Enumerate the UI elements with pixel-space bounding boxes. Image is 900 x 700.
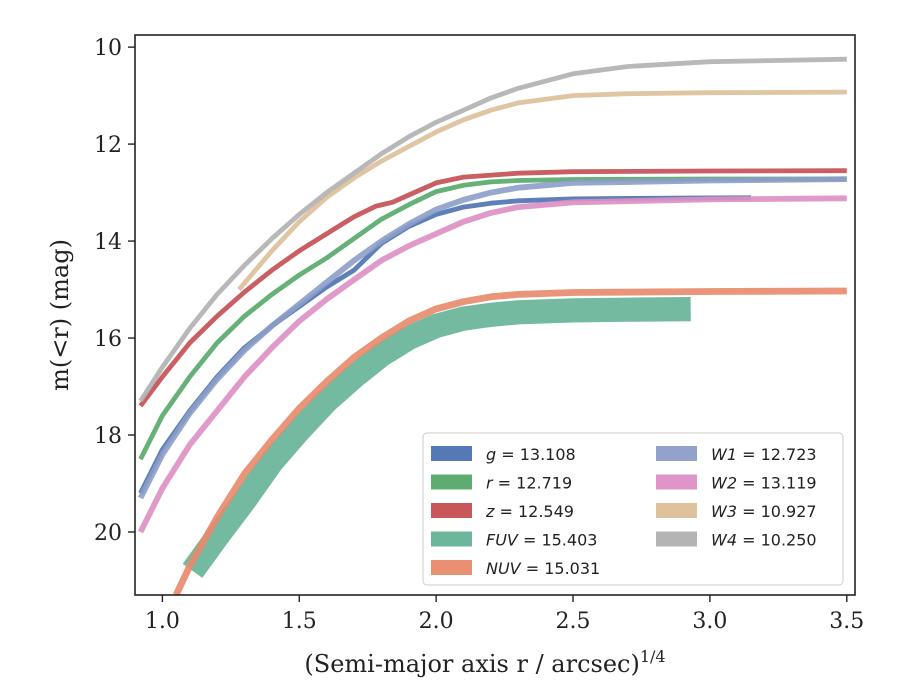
legend-swatch-w4	[656, 531, 697, 547]
legend-label-fuv: FUV = 15.403	[486, 531, 597, 550]
y-axis-title: m(<r) (mag)	[46, 239, 74, 391]
legend-swatch-w1	[656, 446, 697, 461]
y-tick-label: 14	[94, 230, 122, 255]
legend-box	[422, 432, 844, 586]
x-tick-label: 1.5	[282, 609, 317, 634]
y-tick-label: 12	[94, 133, 122, 158]
series-line-z	[138, 168, 847, 408]
y-tick-label: 18	[94, 424, 122, 449]
y-tick-label: 20	[94, 521, 122, 546]
legend-swatch-z	[431, 503, 472, 518]
x-tick-label: 3.0	[692, 609, 727, 634]
y-axis-ticks: 10 12 14 16 18 20	[94, 36, 135, 546]
series-line-nuv	[173, 287, 847, 595]
series-line-fuv	[182, 297, 691, 578]
series-line-r	[138, 176, 847, 461]
legend-label-w2: W2 = 13.119	[711, 474, 817, 493]
x-axis-ticks: 1.0 1.5 2.0 2.5 3.0 3.5	[145, 595, 864, 634]
legend-label-w3: W3 = 10.927	[711, 502, 817, 521]
legend-swatch-w2	[656, 474, 697, 490]
series-line-w2	[137, 195, 847, 534]
x-tick-label: 2.0	[419, 609, 454, 634]
x-tick-label: 1.0	[145, 609, 180, 634]
legend-label-g: g = 13.108	[486, 445, 576, 464]
series-layer	[137, 56, 847, 595]
legend-swatch-nuv	[431, 560, 472, 575]
legend-label-w1: W1 = 12.723	[711, 445, 817, 464]
legend-label-nuv: NUV = 15.031	[486, 559, 600, 578]
legend-swatch-w3	[656, 503, 697, 518]
series-line-w4	[138, 56, 847, 403]
legend: g = 13.108 r = 12.719 z = 12.549 FUV = 15.4…	[422, 432, 844, 586]
legend-swatch-r	[431, 474, 472, 490]
series-line-w3	[237, 89, 847, 292]
plot-frame	[134, 34, 856, 596]
legend-label-w4: W4 = 10.250	[711, 531, 817, 550]
y-tick-label: 16	[94, 327, 122, 352]
x-tick-label: 3.5	[829, 609, 864, 634]
y-tick-label: 10	[94, 36, 122, 61]
legend-label-r: r = 12.719	[486, 474, 572, 493]
x-tick-label: 2.5	[556, 609, 591, 634]
x-axis-title: (Semi-major axis r / arcsec)1/4	[304, 647, 665, 678]
legend-swatch-g	[431, 446, 472, 461]
legend-label-z: z = 12.549	[485, 502, 574, 521]
legend-swatch-fuv	[431, 531, 472, 547]
series-line-w1	[137, 176, 847, 500]
